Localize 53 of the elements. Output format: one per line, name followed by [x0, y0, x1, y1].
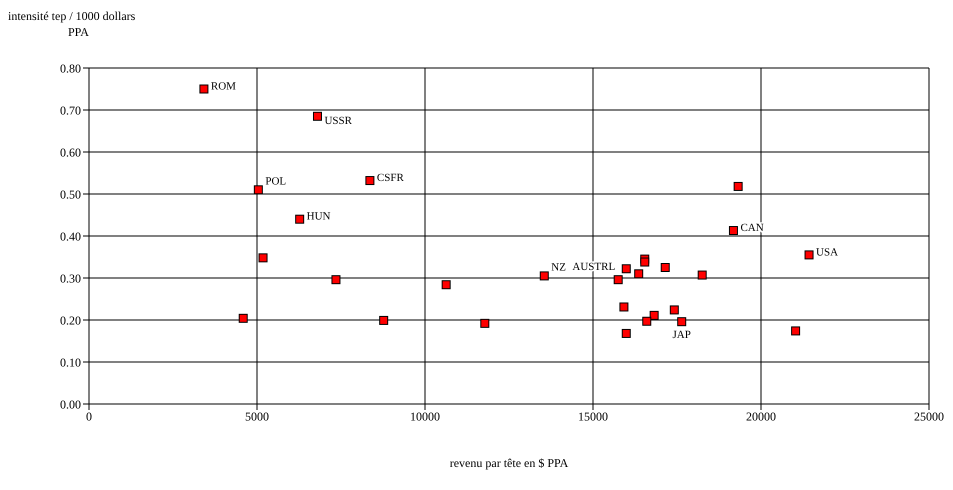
- annotation: ROM: [210, 80, 236, 93]
- point: [379, 316, 388, 325]
- point: [728, 226, 738, 236]
- x-tick-label: 25000: [914, 410, 944, 424]
- y-tick-label: 0.60: [60, 145, 81, 160]
- point: [614, 275, 623, 284]
- point: [619, 302, 628, 312]
- y-tick-label: 0.40: [60, 229, 81, 244]
- point: [480, 318, 490, 328]
- y-tick-label: 0.00: [60, 397, 81, 412]
- point: [199, 84, 208, 94]
- annotation: POL: [265, 175, 286, 188]
- annotation: USA: [816, 246, 838, 258]
- point: [650, 310, 659, 320]
- point: [622, 264, 631, 274]
- y-axis-title: intensité tep / 1000 dollars PPA: [8, 8, 136, 40]
- y-tick-label: 0.30: [60, 271, 81, 286]
- x-axis-title: revenu par tête en $ PPA: [448, 456, 570, 471]
- point: [312, 112, 322, 121]
- y-tick-label: 0.80: [60, 61, 81, 76]
- x-tick-label: 0: [86, 410, 92, 424]
- annotation: HUN: [306, 210, 331, 223]
- point: [660, 263, 670, 272]
- point: [442, 280, 451, 290]
- point: [295, 214, 304, 224]
- point: [698, 270, 707, 280]
- y-tick-label: 0.50: [60, 187, 81, 202]
- annotation: JAP: [672, 329, 691, 342]
- point: [670, 305, 679, 314]
- point: [331, 275, 340, 284]
- point: [238, 314, 248, 323]
- point: [804, 250, 814, 260]
- x-tick-label: 15000: [578, 410, 608, 424]
- y-tick-label: 0.70: [60, 103, 81, 118]
- point: [677, 317, 686, 326]
- point: [640, 258, 650, 267]
- annotation: NZ: [551, 261, 566, 274]
- y-tick-label: 0.10: [60, 355, 81, 370]
- point: [540, 271, 549, 280]
- annotation: CSFR: [376, 172, 404, 184]
- x-tick-label: 20000: [746, 410, 776, 424]
- point: [254, 185, 263, 194]
- point: [734, 182, 743, 191]
- y-tick-label: 0.20: [60, 313, 81, 328]
- x-tick-label: 5000: [245, 410, 269, 424]
- point: [791, 326, 800, 336]
- point: [258, 253, 268, 262]
- annotation: USSR: [324, 114, 353, 127]
- x-tick-label: 10000: [410, 410, 440, 424]
- point: [365, 176, 374, 186]
- point: [634, 269, 644, 278]
- point: [622, 328, 631, 338]
- point: [642, 316, 652, 326]
